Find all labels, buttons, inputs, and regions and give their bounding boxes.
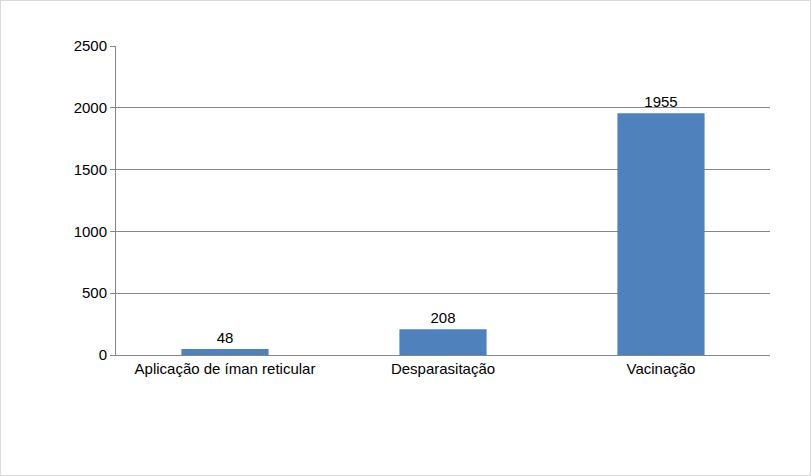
svg-text:2000: 2000 <box>74 99 107 116</box>
svg-text:Vacinação: Vacinação <box>627 360 696 377</box>
svg-text:2500: 2500 <box>74 37 107 54</box>
svg-text:1500: 1500 <box>74 161 107 178</box>
svg-text:1000: 1000 <box>74 223 107 240</box>
svg-text:48: 48 <box>217 329 234 346</box>
svg-text:500: 500 <box>82 284 107 301</box>
svg-text:0: 0 <box>99 346 107 363</box>
svg-text:Desparasitação: Desparasitação <box>391 360 495 377</box>
svg-text:208: 208 <box>430 309 455 326</box>
svg-text:Aplicação de íman reticular: Aplicação de íman reticular <box>135 360 316 377</box>
svg-text:1955: 1955 <box>644 93 677 110</box>
